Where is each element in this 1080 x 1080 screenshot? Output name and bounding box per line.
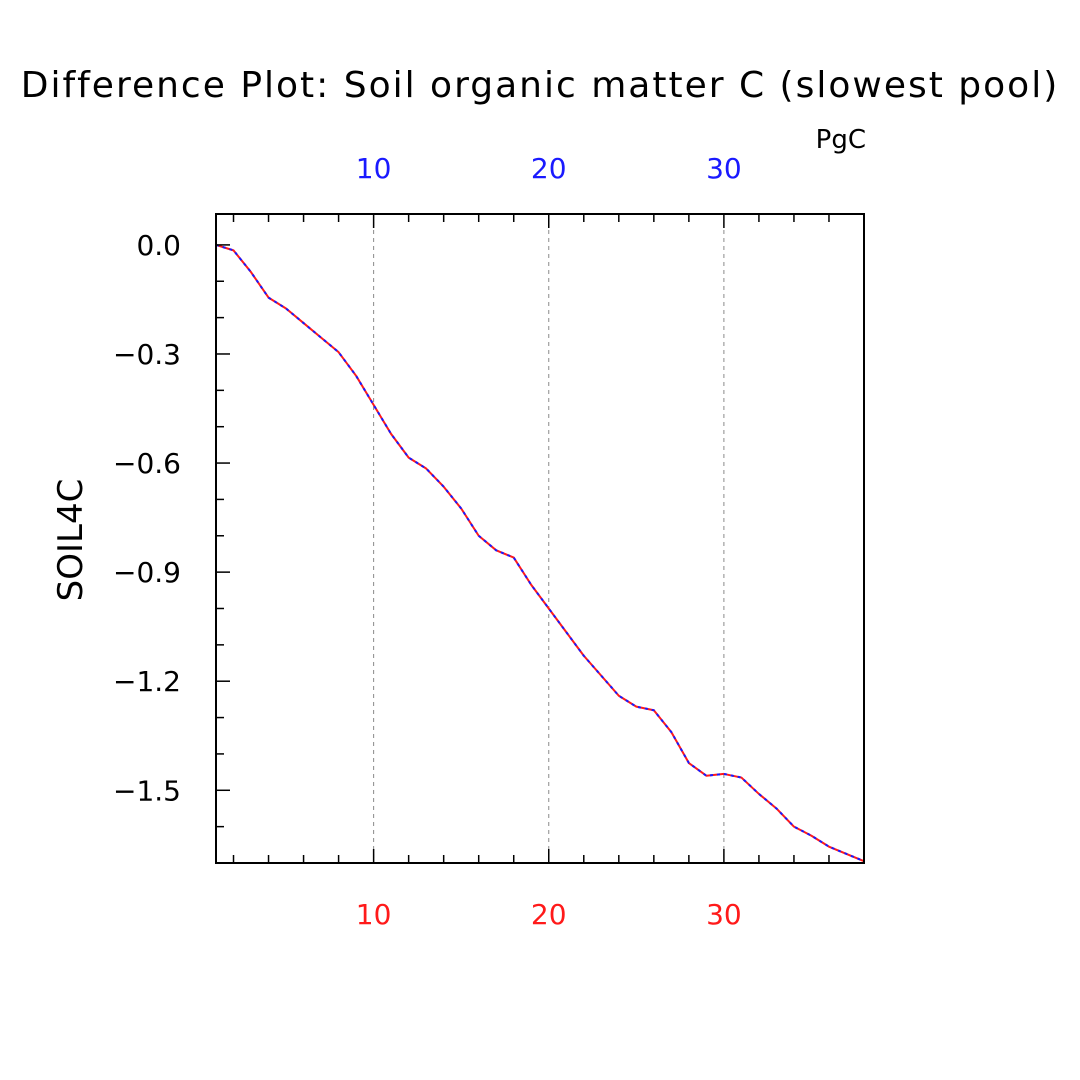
y-tick-label: −0.6 — [113, 447, 181, 480]
plot-frame — [215, 213, 865, 864]
y-tick-label: 0.0 — [136, 229, 181, 262]
x-tick-label-top: 20 — [531, 152, 567, 185]
units-label: PgC — [816, 125, 866, 155]
x-tick-label-top: 10 — [356, 152, 392, 185]
y-tick-label: −1.2 — [113, 665, 181, 698]
chart-title: Difference Plot: Soil organic matter C (… — [21, 65, 1060, 106]
y-tick-label: −1.5 — [113, 774, 181, 807]
x-tick-label-bottom: 10 — [356, 898, 392, 931]
x-tick-label-bottom: 30 — [706, 898, 742, 931]
y-tick-label: −0.9 — [113, 556, 181, 589]
series-lines — [215, 243, 865, 863]
axis-ticks — [216, 214, 865, 863]
tick-labels: 10 10 20 20 30 30 0.0 −0.3 −0.6 −0.9 −1.2 −1.5 — [113, 152, 742, 931]
x-tick-label-top: 30 — [706, 152, 742, 185]
x-tick-label-bottom: 20 — [531, 898, 567, 931]
series-line-dashed — [215, 243, 865, 863]
y-tick-label: −0.3 — [113, 338, 181, 371]
series-line-solid — [215, 243, 865, 863]
grid-lines — [373, 214, 725, 863]
y-axis-label: SOIL4C — [51, 479, 91, 602]
